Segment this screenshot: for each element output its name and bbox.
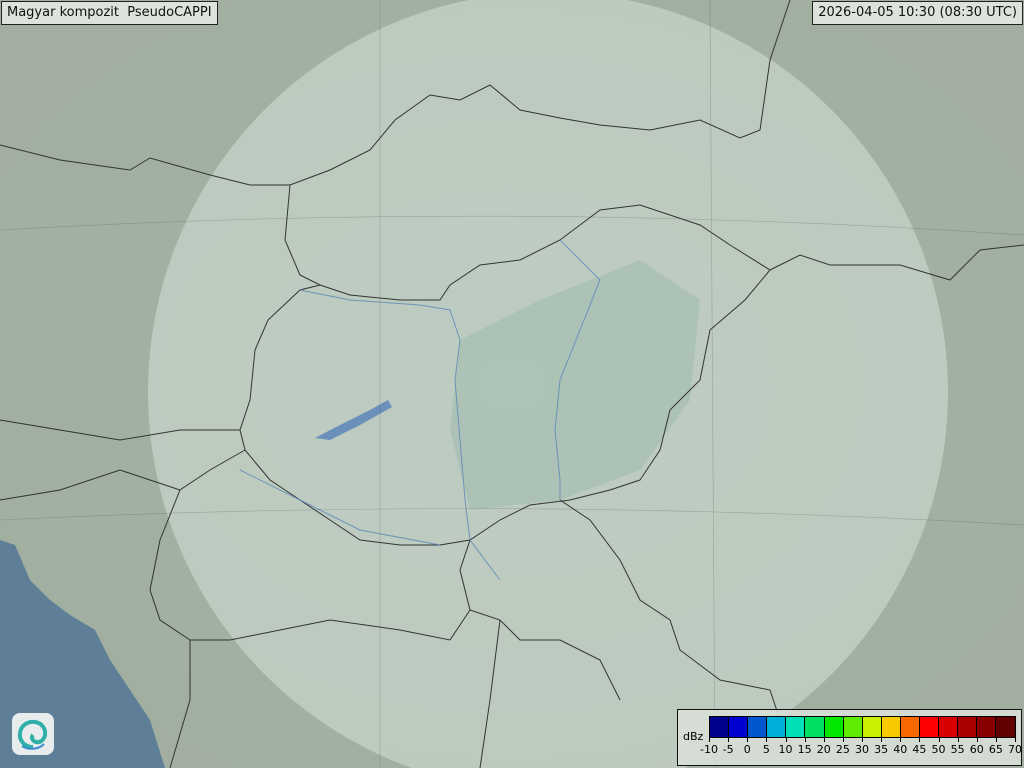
legend-unit: dBz <box>683 730 704 743</box>
legend-tick-label: 50 <box>931 743 946 756</box>
legend-tick-mark <box>1015 737 1016 742</box>
legend-tick-label: -10 <box>700 743 718 756</box>
lake-balaton <box>315 400 392 440</box>
legend-tick-mark <box>842 737 844 742</box>
legend-color-cell <box>881 717 901 737</box>
legend-tick-label: 40 <box>893 743 908 756</box>
legend-tick-label: 25 <box>835 743 850 756</box>
radar-coverage-area <box>148 0 948 768</box>
legend-tick-mark <box>900 737 902 742</box>
legend-tick-mark <box>747 737 749 742</box>
legend-tick-mark <box>976 737 978 742</box>
legend-tick-mark <box>957 737 959 742</box>
legend-tick-label: 55 <box>950 743 965 756</box>
hungary-lowland <box>450 260 700 510</box>
dbz-color-legend: dBz -10 -5 0 5 10 15 20 25 30 35 40 45 50 55 60 65 70 <box>677 709 1022 766</box>
legend-tick-mark <box>881 737 883 742</box>
legend-tick-mark <box>823 737 825 742</box>
product-title: Magyar kompozit PseudoCAPPI <box>1 1 218 25</box>
legend-ticks: -10 -5 0 5 10 15 20 25 30 35 40 45 50 55 60 65 70 <box>700 737 1022 761</box>
legend-color-cell <box>939 717 959 737</box>
legend-color-cell <box>862 717 882 737</box>
legend-tick-label: -5 <box>722 743 734 756</box>
legend-color-cell <box>977 717 997 737</box>
omsz-logo-icon[interactable] <box>12 713 54 755</box>
legend-color-cell <box>786 717 806 737</box>
legend-color-cell <box>805 717 825 737</box>
legend-tick-label: 45 <box>912 743 927 756</box>
legend-tick-mark <box>995 737 997 742</box>
legend-color-bar <box>709 716 1016 738</box>
legend-tick-label: 15 <box>797 743 812 756</box>
legend-tick-label: 5 <box>762 743 770 756</box>
legend-color-cell <box>748 717 768 737</box>
legend-tick-mark <box>938 737 940 742</box>
legend-color-cell <box>824 717 844 737</box>
legend-tick-label: 10 <box>778 743 793 756</box>
legend-tick-mark <box>919 737 921 742</box>
legend-tick-label: 30 <box>855 743 869 756</box>
legend-tick-label: 0 <box>743 743 751 756</box>
legend-tick-mark <box>862 737 863 742</box>
legend-tick-mark <box>709 737 710 742</box>
legend-tick-label: 65 <box>988 743 1003 756</box>
legend-color-cell <box>767 717 787 737</box>
legend-tick-label: 60 <box>969 743 984 756</box>
legend-color-cell <box>900 717 921 737</box>
legend-color-cell <box>843 717 863 737</box>
legend-color-cell <box>920 717 940 737</box>
legend-color-cell <box>710 717 730 737</box>
legend-tick-label: 20 <box>816 743 831 756</box>
legend-color-cell <box>729 717 749 737</box>
legend-tick-mark <box>728 737 730 742</box>
legend-tick-mark <box>804 737 806 742</box>
legend-tick-label: 70 <box>1008 743 1022 756</box>
legend-tick-label: 35 <box>874 743 889 756</box>
legend-tick-mark <box>766 737 768 742</box>
legend-tick-mark <box>785 737 787 742</box>
adriatic-sea <box>0 540 165 768</box>
legend-color-cell <box>996 717 1015 737</box>
timestamp: 2026-04-05 10:30 (08:30 UTC) <box>812 1 1023 25</box>
legend-color-cell <box>958 717 978 737</box>
rivers <box>239 239 601 581</box>
